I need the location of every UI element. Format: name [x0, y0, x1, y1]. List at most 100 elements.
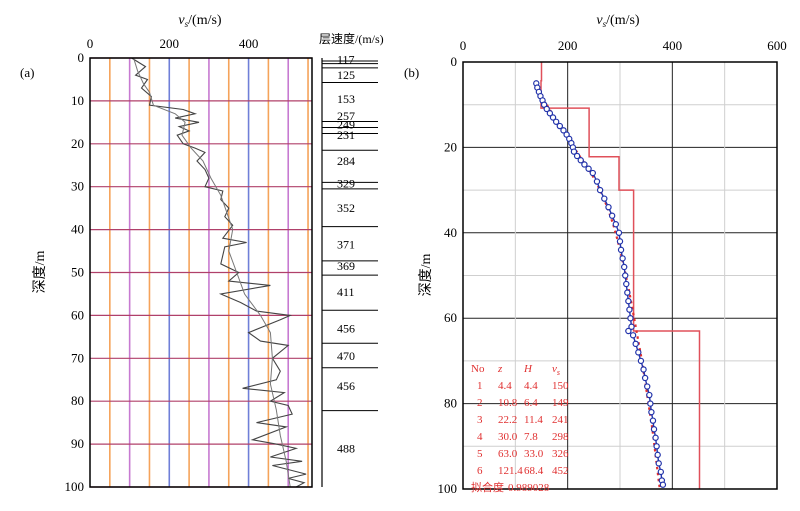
panel-b-y-tick-4: 80	[444, 396, 457, 411]
layer-velocity-0: 117	[337, 53, 355, 67]
panel-a-y-tick-2: 20	[71, 136, 84, 151]
panel-b-measured-point-21	[589, 169, 596, 177]
panel-b-measured-point-48	[646, 391, 653, 399]
panel-a-y-tick-7: 70	[71, 350, 84, 365]
layer-velocity-4: 249	[337, 117, 355, 131]
panel-a-x-tick-0: 0	[87, 36, 94, 51]
panel-b-measured-point-24	[601, 195, 608, 202]
panel-a-y-tick-6: 60	[71, 307, 84, 322]
panel-b-measured-point-28	[615, 229, 623, 236]
panel-b-x-tick-1: 200	[558, 38, 578, 53]
panel-a-frame	[89, 57, 313, 488]
panel-b-measured-point-34	[623, 280, 630, 288]
panel-b-measured-point-54	[653, 443, 660, 450]
table-cell-3-0: 4	[477, 431, 483, 443]
panel-b-measured-point-39	[628, 323, 635, 330]
layer-velocity-9: 371	[337, 238, 355, 252]
table-cell-5-0: 6	[477, 465, 483, 477]
panel-a-y-tick-0: 0	[78, 50, 85, 65]
table-cell-4-1: 63.0	[498, 448, 518, 460]
panel-a-label: (a)	[20, 65, 34, 80]
panel-b-measured-point-33	[622, 272, 629, 279]
layer-velocity-1: 125	[337, 68, 355, 82]
panel-b-measured-point-7	[546, 110, 554, 117]
panel-a-y-tick-5: 50	[71, 265, 84, 280]
panel-a-y-tick-8: 80	[71, 393, 84, 408]
layer-velocity-11: 411	[337, 285, 355, 299]
panel-b-label: (b)	[404, 65, 419, 80]
panel-a-y-tick-4: 40	[71, 222, 84, 237]
panel-b-measured-point-40	[625, 327, 632, 335]
table-cell-4-2: 33.0	[524, 448, 544, 460]
panel-b-measured-point-11	[560, 127, 567, 134]
layer-velocity-header: 层速度/(m/s)	[319, 31, 384, 46]
panel-b-measured-point-29	[616, 238, 624, 245]
panel-b-measured-point-59	[659, 481, 667, 488]
table-header-2: H	[523, 363, 533, 375]
panel-b-measured-point-22	[593, 178, 601, 185]
table-cell-1-3: 149	[552, 397, 569, 409]
panel-b-measured-point-37	[626, 306, 633, 313]
panel-b-measured-point-42	[632, 340, 639, 348]
panel-b-series	[533, 62, 701, 490]
panel-a-y-tick-3: 30	[71, 179, 84, 194]
table-cell-5-2: 68.4	[524, 465, 544, 477]
panel-a-x-axis-title-unit: /(m/s)	[188, 13, 222, 28]
panel-a-y-axis-title: 深度/m	[32, 251, 48, 294]
table-header-sub: s	[557, 368, 560, 377]
panel-b-fit-curve	[535, 82, 661, 490]
panel-b-layer-velocity-step	[540, 62, 701, 489]
table-cell-1-0: 2	[477, 397, 483, 409]
table-cell-1-1: 10.8	[498, 397, 518, 409]
panel-b-measured-point-51	[649, 417, 657, 424]
panel-a-profiles	[131, 57, 307, 488]
table-cell-2-3: 241	[552, 414, 569, 426]
panel-b-x-axis-title-sub: s	[603, 19, 607, 29]
panel-a-profile-rough	[131, 57, 307, 488]
panel-b-y-tick-1: 20	[444, 139, 457, 154]
panel-b-measured-point-56	[655, 460, 662, 467]
panel-b-y-tick-3: 60	[444, 310, 457, 325]
panel-a-y-tick-9: 90	[71, 436, 84, 451]
panel-a-y-ticks: 0 10 20 30 40 50 60 70 80 90 100	[65, 50, 85, 494]
panel-b-measured-point-17	[573, 152, 581, 160]
panel-b-measured-point-53	[652, 434, 659, 441]
panel-b-measured-point-57	[657, 468, 665, 476]
panel-b-measured-point-49	[647, 400, 654, 407]
table-cell-2-1: 22.2	[498, 414, 517, 426]
panel-b-x-tick-3: 600	[767, 38, 787, 53]
table-header-0: No	[471, 363, 485, 375]
panel-b-measured-point-25	[605, 203, 612, 211]
layer-velocity-7: 329	[337, 177, 355, 191]
panel-b-measured-point-6	[543, 105, 550, 113]
panel-a-x-ticks: 0 200 400	[87, 36, 259, 51]
layer-velocity-12: 456	[337, 321, 355, 335]
panel-b-measured-point-27	[612, 221, 620, 228]
table-cell-4-0: 5	[477, 448, 483, 460]
panel-a-profile-smooth	[133, 57, 291, 488]
panel-b-frame	[462, 61, 778, 490]
layer-velocity-13: 470	[337, 349, 355, 363]
panel-b-measured-point-32	[620, 263, 628, 271]
panel-a-x-axis-title: vs/(m/s)	[178, 13, 222, 29]
panel-b-measured-point-9	[552, 118, 560, 125]
panel-b-measured-point-35	[624, 289, 631, 296]
panel-b-measured-point-18	[577, 157, 584, 164]
layer-velocity-8: 352	[337, 201, 355, 215]
panel-b-measured-point-50	[648, 408, 655, 416]
panel-b-x-tick-0: 0	[460, 38, 467, 53]
panel-b-x-ticks: 0 200 400 600	[460, 38, 787, 53]
panel-b-measured-point-45	[640, 366, 647, 373]
table-cell-5-3: 452	[552, 465, 569, 477]
panel-b-y-tick-0: 0	[451, 54, 458, 69]
panel-b-y-tick-2: 40	[444, 225, 457, 240]
table-cell-4-3: 326	[552, 448, 569, 460]
table-header-1: z	[497, 363, 503, 375]
layer-velocity-5: 231	[337, 128, 355, 142]
panel-b-measured-point-19	[581, 161, 588, 168]
panel-b-measured-point-26	[608, 212, 616, 219]
table-cell-5-1: 121.4	[498, 465, 523, 477]
panel-b-measured-point-36	[625, 297, 632, 305]
